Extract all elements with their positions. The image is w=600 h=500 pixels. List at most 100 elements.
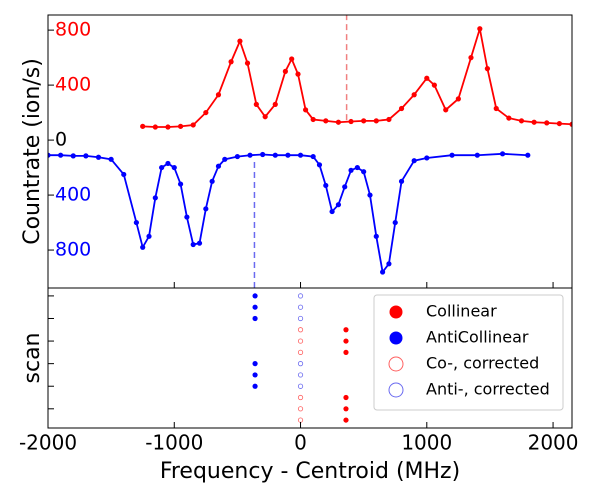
data-point [184, 214, 190, 220]
data-point [177, 181, 184, 187]
data-point [121, 171, 127, 178]
data-point [295, 71, 301, 77]
data-point [449, 152, 455, 158]
scan-point [252, 361, 258, 367]
scan-point [252, 304, 258, 310]
data-point [411, 92, 417, 98]
data-point [342, 184, 348, 190]
data-point [146, 233, 152, 239]
data-point [215, 92, 222, 98]
data-point [484, 66, 491, 72]
y-tick-label: 800 [55, 239, 91, 261]
legend-marker [388, 356, 404, 372]
data-point [171, 164, 177, 171]
data-point [48, 152, 51, 158]
data-point [348, 167, 354, 173]
data-point [424, 155, 430, 161]
frame [47, 14, 573, 289]
data-point [140, 244, 146, 250]
scan-point [297, 394, 304, 401]
fit-line [48, 152, 528, 275]
data-point [310, 153, 316, 160]
data-point [354, 164, 360, 171]
data-point [544, 120, 550, 126]
data-point [165, 160, 171, 167]
legend-label: Collinear [426, 302, 497, 321]
data-point [525, 152, 531, 158]
x-tick-label: 0 [294, 431, 307, 455]
data-point [380, 269, 386, 275]
data-point [209, 178, 215, 184]
data-point [398, 105, 405, 112]
data-point [152, 195, 158, 201]
scan-point [297, 293, 304, 299]
data-point [289, 56, 295, 62]
data-point [499, 151, 506, 157]
data-point [398, 178, 405, 184]
scan-point [297, 406, 304, 412]
x-tick-label: 2000 [528, 431, 579, 455]
data-point [83, 153, 89, 159]
plot-area [252, 293, 349, 423]
data-point [424, 75, 430, 81]
data-point [262, 114, 268, 120]
legend-marker [388, 382, 404, 398]
fit-line [142, 28, 572, 128]
x-tick-label: -1000 [145, 431, 203, 455]
data-point [468, 55, 474, 61]
x-tick-label: 1000 [401, 431, 452, 455]
scan-point [252, 293, 258, 299]
data-point [190, 241, 196, 248]
scan-point [297, 349, 304, 355]
data-point [253, 101, 259, 107]
scan-point [297, 338, 304, 344]
x-tick-label: -2000 [19, 431, 77, 455]
data-point [159, 164, 165, 171]
y-axis-label: scan [20, 333, 45, 384]
data-point [386, 261, 392, 267]
data-point [244, 60, 251, 66]
y-tick-label: 800 [55, 19, 91, 41]
data-point [335, 202, 342, 208]
data-point [443, 107, 449, 113]
scan-point [343, 417, 349, 423]
data-point [140, 123, 146, 129]
legend-label: Anti-, corrected [426, 380, 550, 399]
data-point [477, 26, 483, 32]
y-tick-label: 400 [55, 184, 91, 206]
data-point [285, 152, 291, 158]
data-point [474, 152, 480, 158]
scan-point [297, 304, 304, 310]
scan-point [252, 315, 258, 322]
data-point [361, 118, 367, 124]
data-point [234, 153, 240, 160]
data-point [455, 96, 461, 102]
data-point [177, 123, 184, 129]
data-point [392, 219, 398, 226]
data-point [335, 119, 342, 125]
data-point [310, 116, 316, 123]
data-point [58, 152, 64, 158]
data-point [316, 162, 323, 168]
data-point [247, 152, 253, 158]
y-tick-label: 0 [55, 129, 67, 151]
data-point [70, 153, 76, 159]
scan-point [343, 327, 349, 333]
frame [47, 287, 573, 429]
data-point [203, 109, 209, 116]
data-point [272, 101, 278, 107]
data-point [222, 156, 228, 162]
scan-point [297, 372, 304, 378]
data-point [348, 118, 354, 125]
scan-point [297, 361, 304, 367]
data-point [272, 152, 278, 158]
scan-point [297, 315, 304, 322]
legend-label: AntiCollinear [426, 328, 529, 347]
scan-point [343, 394, 349, 401]
data-point [323, 118, 329, 124]
data-point [329, 208, 335, 215]
legend-box [373, 294, 564, 411]
scan-point [343, 349, 349, 355]
data-point [531, 119, 537, 125]
data-point [506, 115, 512, 121]
